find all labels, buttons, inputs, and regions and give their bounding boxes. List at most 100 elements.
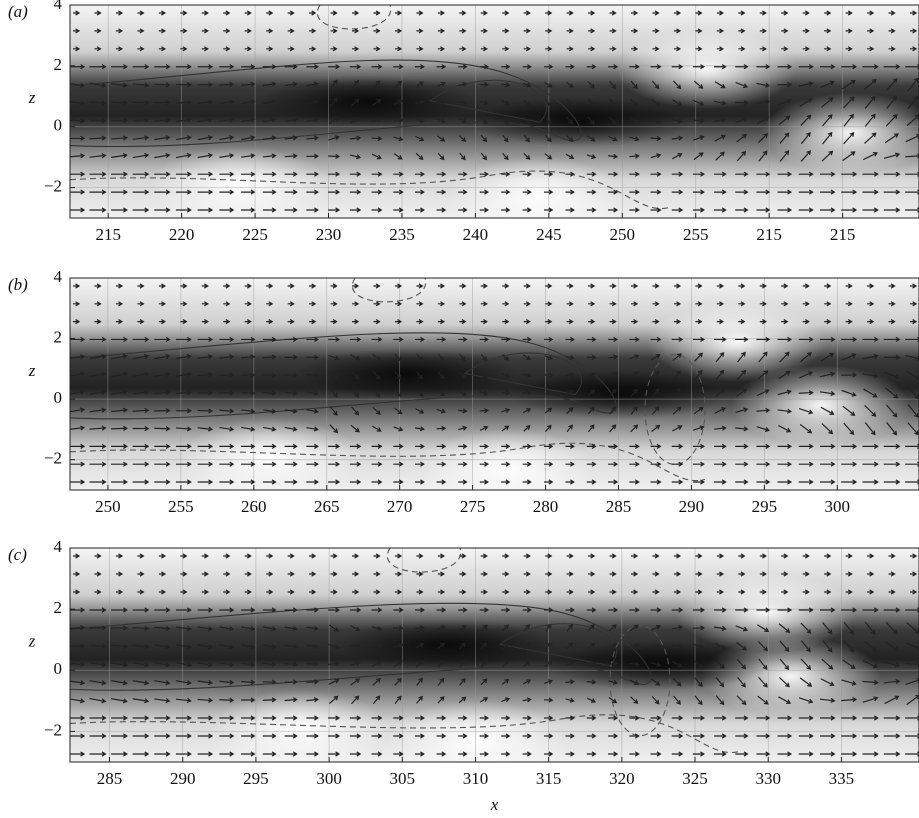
quiver-arrow — [798, 607, 814, 613]
quiver-arrow — [89, 407, 107, 413]
quiver-arrow — [777, 751, 793, 757]
quiver-arrow — [544, 355, 553, 361]
quiver-arrow — [781, 301, 789, 307]
quiver-arrow — [886, 95, 898, 110]
quiver-arrow — [630, 388, 638, 397]
quiver-arrow — [416, 371, 423, 380]
contour — [70, 59, 582, 148]
quiver-arrow — [436, 81, 446, 87]
quiver-arrow — [544, 390, 554, 396]
quiver-arrow — [111, 662, 128, 668]
quiver-arrow — [824, 46, 832, 52]
quiver-arrow — [262, 733, 277, 739]
quiver-arrow — [262, 715, 277, 721]
quiver-arrow — [394, 553, 403, 559]
quiver-arrow — [756, 116, 770, 125]
quiver-arrow — [692, 733, 706, 739]
quiver-arrow — [241, 679, 256, 685]
quiver-arrow — [111, 189, 128, 195]
quiver-arrow — [587, 98, 595, 107]
quiver-arrow — [883, 607, 901, 613]
quiver-arrow — [137, 319, 145, 325]
quiver-arrow — [393, 64, 404, 70]
quiver-arrow — [480, 283, 488, 289]
quiver-arrow — [735, 388, 748, 397]
quiver-arrow — [479, 390, 489, 396]
quiver-arrow — [479, 733, 489, 739]
quiver-arrow — [692, 189, 706, 195]
quiver-arrow — [219, 443, 235, 449]
quiver-arrow — [800, 132, 811, 145]
quiver-arrow — [394, 589, 403, 595]
quiver-arrow — [132, 461, 150, 467]
quiver-arrow — [883, 443, 901, 449]
dark-patch — [469, 97, 690, 148]
quiver-arrow — [586, 443, 597, 449]
quiver-arrow — [501, 461, 511, 467]
plot-frame — [69, 277, 919, 491]
quiver-arrow — [89, 135, 107, 141]
quiver-arrow — [673, 370, 682, 380]
quiver-arrow — [545, 134, 552, 143]
x-tick-label: 325 — [682, 769, 708, 788]
quiver-arrow — [459, 553, 467, 559]
quiver-arrow — [502, 28, 510, 34]
quiver-arrow — [586, 207, 597, 213]
quiver-arrow — [886, 404, 898, 418]
quiver-arrow — [89, 389, 107, 395]
quiver-arrow — [132, 189, 150, 195]
quiver-arrow — [328, 607, 341, 613]
panel: 250 255 260 265 270 275 280 285 290 295 300−2024(b… — [8, 267, 919, 516]
quiver-arrow — [735, 479, 749, 485]
quiver-arrow — [777, 98, 792, 106]
quiver-arrow — [671, 118, 684, 124]
quiver-arrow — [781, 283, 789, 289]
quiver-arrow — [693, 425, 705, 431]
quiver-arrow — [714, 171, 727, 177]
quiver-arrow — [735, 207, 749, 213]
quiver-arrow — [262, 153, 277, 159]
quiver-arrow — [201, 589, 209, 595]
x-tick-label: 300 — [316, 769, 342, 788]
quiver-arrow — [672, 80, 682, 90]
quiver-arrow — [501, 117, 509, 125]
quiver-arrow — [436, 64, 447, 70]
quiver-arrow — [349, 479, 362, 485]
x-tick-label: 240 — [463, 225, 489, 244]
quiver-arrow — [309, 28, 317, 34]
quiver-arrow — [371, 733, 383, 739]
quiver-arrow — [70, 715, 86, 721]
quiver-arrow — [197, 390, 214, 396]
quiver-arrow — [587, 135, 596, 142]
quiver-arrow — [352, 28, 360, 34]
quiver-arrow — [309, 553, 317, 559]
quiver-arrow — [154, 426, 171, 432]
quiver-arrow — [910, 10, 918, 16]
quiver-arrow — [284, 461, 298, 467]
quiver-arrow — [778, 115, 791, 126]
quiver-arrow — [862, 189, 879, 195]
quiver-arrow — [652, 283, 660, 289]
quiver-arrow — [888, 571, 896, 577]
quiver-arrow — [70, 607, 86, 613]
quiver-arrow — [629, 479, 640, 485]
quiver-arrow — [437, 10, 446, 16]
quiver-arrow — [756, 171, 771, 177]
y-tick-label: 0 — [54, 659, 63, 678]
quiver-arrow — [910, 301, 918, 307]
quiver-arrow — [89, 118, 107, 124]
quiver-arrow — [175, 171, 192, 177]
quiver-arrow — [328, 171, 341, 177]
quiver-arrow — [608, 207, 619, 213]
quiver-arrow — [714, 751, 727, 757]
quiver-arrow — [223, 553, 231, 559]
quiver-arrow — [349, 715, 362, 721]
y-tick-label: 2 — [54, 55, 63, 74]
contour — [70, 714, 741, 754]
quiver-arrow — [459, 659, 466, 668]
quiver-arrow — [287, 10, 295, 16]
quiver-arrow — [328, 479, 341, 485]
quiver-arrow — [883, 171, 901, 177]
quiver-arrow — [864, 95, 876, 109]
quiver-arrow — [756, 64, 771, 70]
